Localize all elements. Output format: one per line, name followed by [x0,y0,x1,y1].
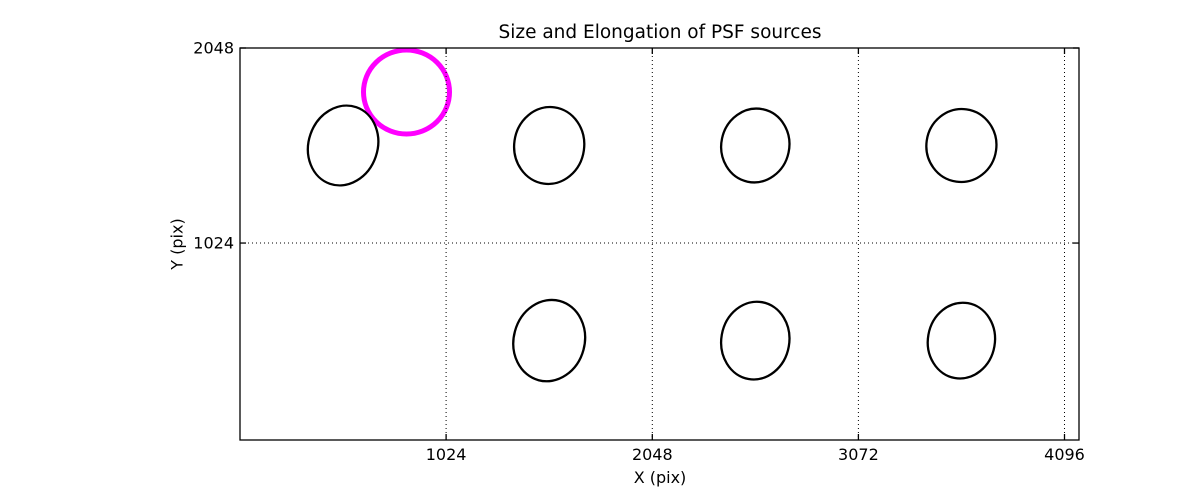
x-tick-label-3072: 3072 [838,445,879,464]
psf-ellipse [926,301,997,380]
chart-title: Size and Elongation of PSF sources [498,22,822,43]
outlier-ellipse [361,47,452,137]
x-tick-label-4096: 4096 [1044,445,1085,464]
psf-ellipse [512,105,586,186]
axes-frame [239,47,1080,441]
x-tick-label-2048: 2048 [632,445,673,464]
y-axis-label: Y (pix) [167,218,187,270]
psf-ellipse [925,107,998,184]
x-axis-label: X (pix) [633,468,687,487]
psf-ellipse [719,300,791,381]
psf-ellipse [306,104,380,187]
y-tick-label-2048: 2048 [193,39,234,58]
x-tick-label-1024: 1024 [426,445,467,464]
y-tick-label-1024: 1024 [193,234,234,253]
psf-ellipse [512,298,587,383]
psf-ellipse [720,107,791,184]
